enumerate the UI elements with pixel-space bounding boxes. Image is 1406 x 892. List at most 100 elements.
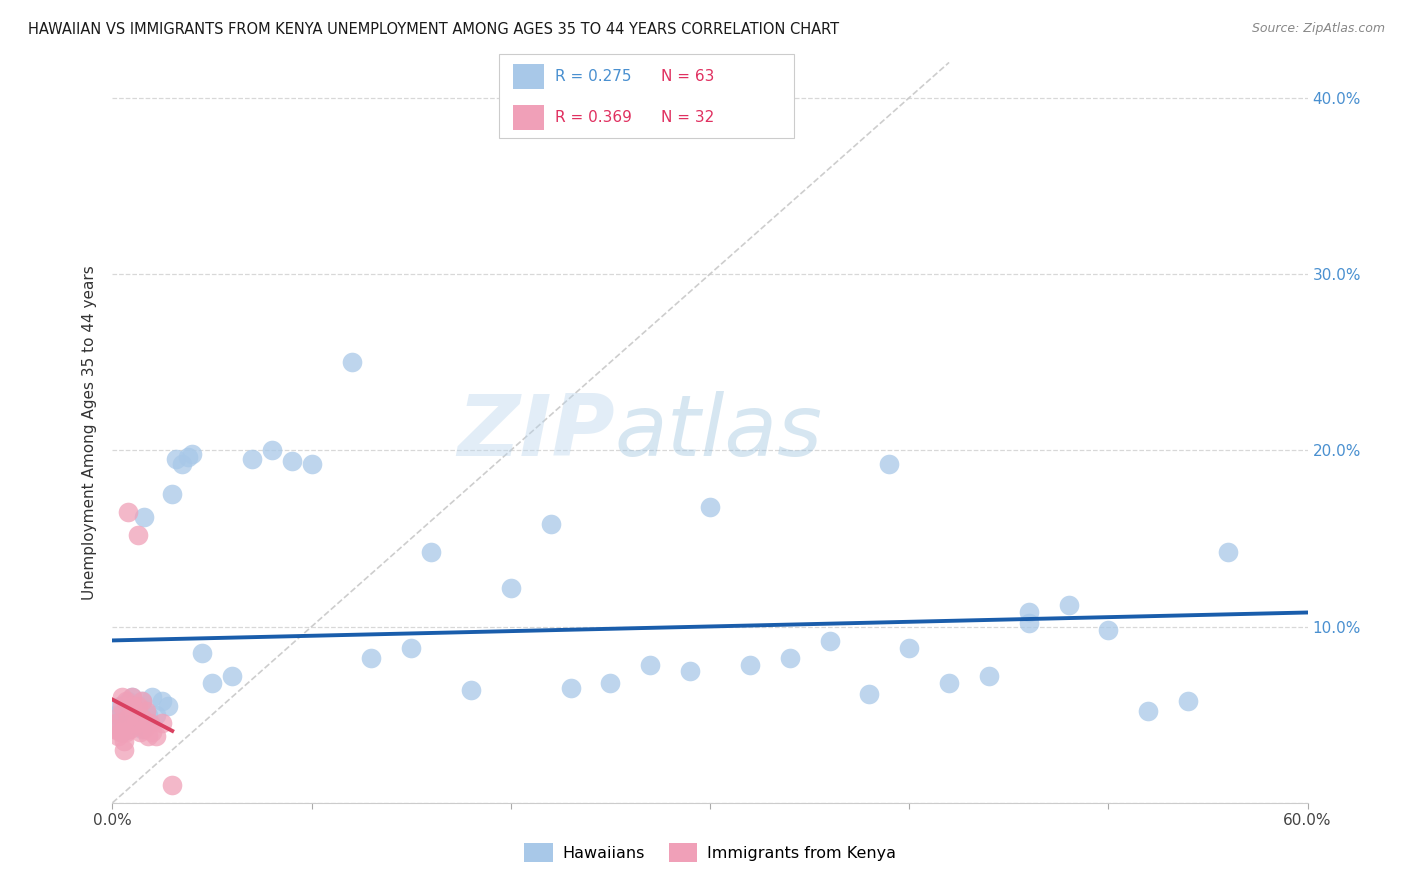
Point: [281, 454, 304, 468]
Point: [138, 729, 160, 743]
Point: [201, 676, 224, 690]
Point: [1097, 623, 1119, 637]
Point: [117, 722, 139, 736]
Point: [121, 716, 143, 731]
Point: [221, 669, 243, 683]
Point: [540, 517, 562, 532]
Point: [640, 658, 662, 673]
Point: [1057, 599, 1080, 613]
Point: [117, 505, 139, 519]
Point: [938, 676, 960, 690]
Point: [124, 707, 146, 722]
Point: [360, 651, 382, 665]
Point: [107, 716, 129, 731]
Point: [260, 443, 283, 458]
Point: [117, 693, 139, 707]
Text: atlas: atlas: [614, 391, 823, 475]
Text: N = 63: N = 63: [661, 70, 714, 85]
Point: [114, 711, 135, 725]
Point: [150, 716, 173, 731]
Point: [127, 711, 149, 725]
Point: [105, 707, 128, 722]
Point: [191, 646, 214, 660]
Point: [401, 640, 423, 655]
Point: [738, 658, 761, 673]
Point: [129, 698, 152, 713]
Point: [1137, 704, 1160, 718]
Point: [599, 676, 621, 690]
Point: [115, 693, 138, 707]
Point: [340, 355, 363, 369]
Point: [110, 725, 132, 739]
Point: [121, 690, 143, 704]
Text: HAWAIIAN VS IMMIGRANTS FROM KENYA UNEMPLOYMENT AMONG AGES 35 TO 44 YEARS CORRELA: HAWAIIAN VS IMMIGRANTS FROM KENYA UNEMPL…: [28, 22, 839, 37]
Point: [124, 707, 146, 722]
Point: [134, 722, 156, 736]
Point: [977, 669, 1000, 683]
Point: [139, 716, 162, 731]
Text: ZIP: ZIP: [457, 391, 614, 475]
Point: [172, 458, 194, 472]
Point: [499, 581, 522, 595]
Point: [162, 778, 183, 792]
Point: [240, 452, 263, 467]
Text: N = 32: N = 32: [661, 111, 714, 125]
Point: [127, 698, 149, 713]
Point: [110, 707, 132, 722]
Point: [131, 711, 153, 725]
Point: [111, 698, 134, 713]
Point: [117, 711, 139, 725]
Point: [114, 743, 135, 757]
Text: Source: ZipAtlas.com: Source: ZipAtlas.com: [1251, 22, 1385, 36]
Point: [699, 500, 721, 514]
Point: [177, 450, 200, 465]
Point: [125, 704, 148, 718]
Point: [131, 693, 153, 707]
Point: [181, 447, 204, 461]
Point: [125, 716, 148, 731]
Point: [120, 698, 142, 713]
Point: [127, 528, 149, 542]
Point: [162, 487, 183, 501]
Point: [145, 729, 167, 743]
Point: [145, 707, 167, 722]
Point: [165, 452, 187, 467]
Point: [103, 722, 125, 736]
Point: [779, 651, 801, 665]
Point: [105, 716, 128, 731]
Point: [150, 693, 173, 707]
Point: [301, 458, 323, 472]
Point: [121, 698, 143, 713]
Point: [131, 722, 153, 736]
Point: [1018, 606, 1040, 620]
Text: R = 0.369: R = 0.369: [555, 111, 633, 125]
Point: [111, 725, 134, 739]
Point: [135, 704, 157, 718]
Point: [115, 725, 138, 739]
Point: [141, 690, 163, 704]
Point: [1177, 693, 1199, 707]
Point: [131, 693, 153, 707]
Point: [111, 690, 134, 704]
Point: [120, 722, 142, 736]
Point: [141, 725, 163, 739]
Point: [157, 698, 180, 713]
Point: [111, 725, 134, 739]
Point: [560, 681, 582, 696]
Point: [1018, 615, 1040, 630]
Point: [107, 729, 129, 743]
Point: [460, 683, 482, 698]
Y-axis label: Unemployment Among Ages 35 to 44 years: Unemployment Among Ages 35 to 44 years: [82, 265, 97, 600]
Point: [129, 725, 152, 739]
Text: R = 0.275: R = 0.275: [555, 70, 631, 85]
Point: [858, 686, 880, 700]
Point: [114, 734, 135, 748]
Point: [115, 704, 138, 718]
Point: [1216, 545, 1239, 559]
Point: [121, 690, 143, 704]
Point: [420, 545, 443, 559]
Point: [679, 664, 702, 678]
Point: [898, 640, 921, 655]
Point: [879, 458, 901, 472]
Point: [818, 633, 841, 648]
